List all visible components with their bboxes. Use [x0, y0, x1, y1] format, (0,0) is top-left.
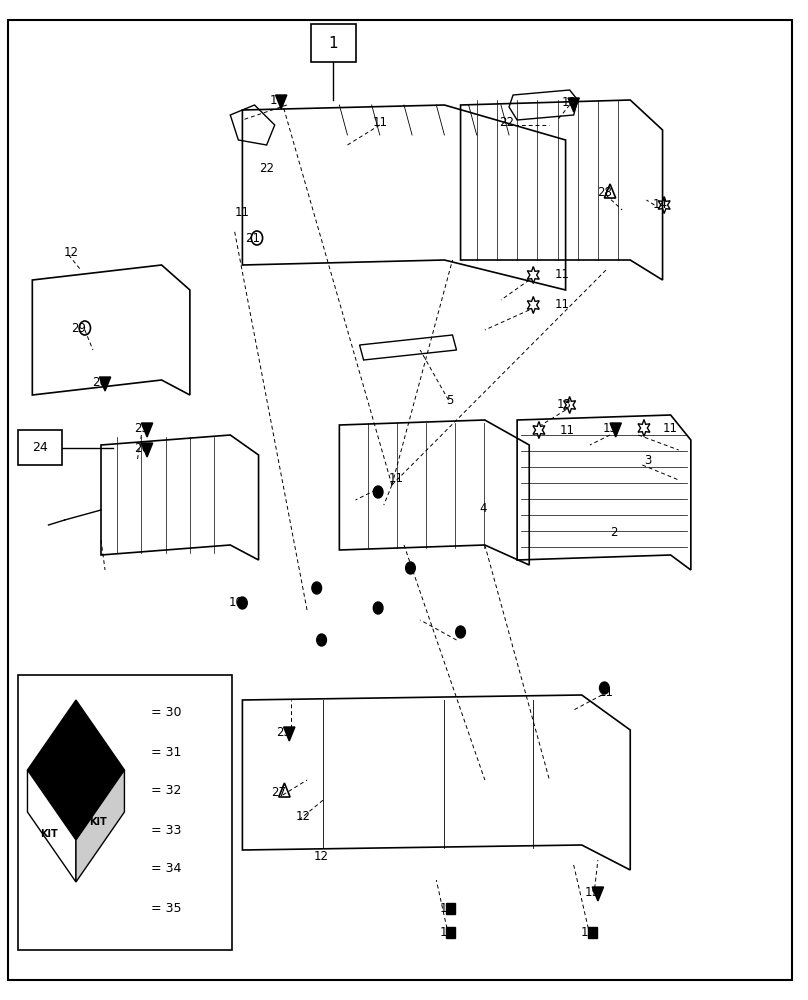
Circle shape [312, 582, 322, 594]
Polygon shape [276, 95, 287, 109]
Text: 12: 12 [64, 245, 78, 258]
Text: 20: 20 [92, 375, 107, 388]
Polygon shape [568, 98, 579, 112]
Polygon shape [141, 443, 153, 457]
Text: 11: 11 [372, 116, 387, 129]
Circle shape [600, 682, 609, 694]
Text: 9: 9 [313, 582, 320, 594]
Text: 23: 23 [276, 726, 291, 738]
Text: 8: 8 [457, 626, 464, 639]
Text: 4: 4 [479, 502, 487, 514]
Text: 24: 24 [32, 441, 48, 454]
Text: 10: 10 [229, 596, 244, 609]
Text: 12: 12 [296, 810, 310, 824]
Text: 18: 18 [562, 97, 577, 109]
Text: 27: 27 [271, 786, 286, 798]
Bar [18, 430, 62, 465]
Circle shape [317, 634, 326, 646]
Text: 14: 14 [652, 198, 667, 212]
Polygon shape [141, 423, 153, 437]
Text: 15: 15 [440, 926, 455, 938]
Text: 17: 17 [270, 94, 284, 106]
Text: 11: 11 [554, 298, 570, 312]
Text: 21: 21 [246, 232, 260, 244]
Text: 13: 13 [557, 398, 571, 412]
Polygon shape [592, 887, 604, 901]
Bar [447, 902, 456, 914]
Polygon shape [99, 377, 111, 391]
Circle shape [406, 562, 415, 574]
Text: 5: 5 [446, 393, 454, 406]
Text: = 35: = 35 [151, 902, 182, 914]
Text: 3: 3 [644, 454, 652, 466]
Text: 7: 7 [600, 682, 608, 694]
Text: 2: 2 [610, 526, 618, 538]
Text: 11: 11 [663, 422, 678, 434]
Bar [588, 926, 597, 938]
Polygon shape [27, 770, 76, 882]
Polygon shape [131, 863, 144, 879]
Text: 29: 29 [71, 322, 86, 334]
Text: 25: 25 [134, 422, 149, 434]
Circle shape [456, 626, 465, 638]
Polygon shape [76, 770, 124, 882]
Circle shape [373, 486, 383, 498]
Text: = 31: = 31 [151, 745, 182, 758]
Bar [18, 675, 232, 950]
Text: 11: 11 [389, 472, 403, 485]
Text: 13: 13 [603, 422, 617, 434]
Text: 26: 26 [133, 442, 149, 454]
Text: KIT: KIT [40, 829, 57, 839]
Text: 15: 15 [581, 926, 596, 938]
Circle shape [132, 706, 143, 720]
Text: KIT: KIT [90, 817, 107, 827]
Text: 6: 6 [374, 486, 382, 498]
Text: 11: 11 [599, 686, 613, 698]
Text: 11: 11 [560, 424, 575, 436]
Text: 9: 9 [318, 634, 325, 647]
Text: 22: 22 [499, 115, 514, 128]
Text: = 30: = 30 [151, 706, 182, 719]
Text: = 33: = 33 [151, 823, 182, 836]
Circle shape [373, 602, 383, 614]
Bar [133, 746, 142, 758]
Circle shape [238, 597, 247, 609]
Text: 1: 1 [329, 35, 338, 50]
Bar [311, 24, 356, 62]
Text: 16: 16 [440, 902, 455, 914]
Text: = 32: = 32 [151, 784, 182, 798]
Bar [447, 926, 456, 938]
Text: 11: 11 [235, 207, 250, 220]
Text: 28: 28 [597, 186, 612, 200]
Text: 11: 11 [554, 268, 570, 282]
Text: 12: 12 [314, 850, 329, 863]
Text: 9: 9 [374, 601, 382, 614]
Polygon shape [610, 423, 621, 437]
Polygon shape [284, 727, 295, 741]
Polygon shape [27, 700, 124, 840]
Text: 22: 22 [259, 161, 274, 174]
Text: 19: 19 [584, 886, 600, 898]
Text: 9: 9 [406, 562, 415, 574]
Text: = 34: = 34 [151, 862, 182, 876]
